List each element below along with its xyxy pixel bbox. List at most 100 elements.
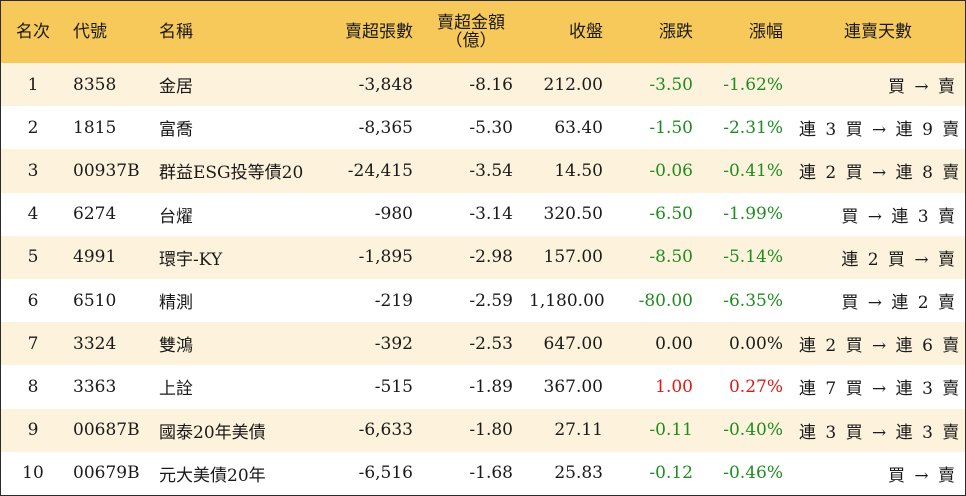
cell-name: 精測 bbox=[159, 293, 193, 314]
cell-change: 1.00 bbox=[655, 376, 693, 397]
header-net-sell-lots: 賣超張數 bbox=[345, 22, 413, 42]
cell-change: -0.06 bbox=[649, 160, 693, 181]
header-rank: 名次 bbox=[16, 22, 50, 42]
cell-net-sell-lots: -3,848 bbox=[358, 74, 413, 95]
table-row: 3 00937B 群益ESG投等債20 -24,415 -3.54 14.50 -0.06 -… bbox=[1, 149, 965, 193]
cell-streak: 連 3 買 → 連 9 賣 bbox=[799, 120, 962, 141]
cell-change: -80.00 bbox=[638, 290, 693, 311]
cell-streak: 買 → 賣 bbox=[887, 465, 957, 486]
header-net-sell-amount-line1: 賣超金額 bbox=[437, 13, 505, 33]
table-row: 6 6510 精測 -219 -2.59 1,180.00 -80.00 -6.35% 買 → … bbox=[1, 278, 965, 323]
cell-net-sell-amount: -3.14 bbox=[469, 204, 513, 225]
cell-close: 212.00 bbox=[543, 74, 603, 95]
header-row: 名次 代號 名稱 賣超張數 賣超金額 （億） 收盤 漲跌 漲幅 連賣天數 bbox=[1, 1, 965, 63]
cell-rank: 7 bbox=[27, 333, 39, 354]
cell-rank: 9 bbox=[27, 420, 39, 441]
cell-net-sell-amount: -2.59 bbox=[469, 290, 513, 311]
cell-rank: 10 bbox=[22, 463, 44, 484]
cell-code: 00687B bbox=[73, 420, 140, 441]
cell-rank: 3 bbox=[27, 160, 39, 181]
cell-net-sell-amount: -2.98 bbox=[469, 247, 513, 268]
header-change: 漲跌 bbox=[659, 22, 693, 42]
cell-close: 320.50 bbox=[543, 204, 603, 225]
table-row: 9 00687B 國泰20年美債 -6,633 -1.80 27.11 -0.11 -0.40… bbox=[1, 408, 965, 452]
cell-close: 63.40 bbox=[554, 117, 603, 138]
cell-rank: 5 bbox=[27, 247, 39, 268]
header-code: 代號 bbox=[73, 22, 107, 42]
cell-name: 環宇-KY bbox=[159, 249, 223, 270]
header-change-pct: 漲幅 bbox=[749, 22, 783, 42]
cell-name: 群益ESG投等債20 bbox=[159, 163, 304, 184]
cell-change: -6.50 bbox=[649, 204, 693, 225]
cell-net-sell-amount: -3.54 bbox=[469, 160, 513, 181]
cell-name: 上詮 bbox=[159, 379, 193, 400]
cell-code: 4991 bbox=[73, 247, 117, 268]
cell-rank: 8 bbox=[27, 376, 39, 397]
cell-streak: 連 3 買 → 連 3 賣 bbox=[799, 422, 962, 443]
table-row: 10 00679B 元大美債20年 -6,516 -1.68 25.83 -0.12 -0.4… bbox=[1, 451, 965, 495]
cell-close: 367.00 bbox=[543, 376, 603, 397]
cell-net-sell-lots: -980 bbox=[374, 204, 413, 225]
cell-code: 3363 bbox=[73, 376, 117, 397]
cell-change: -1.50 bbox=[649, 117, 693, 138]
cell-streak: 連 7 買 → 連 3 賣 bbox=[799, 379, 962, 400]
cell-change-pct: 0.27% bbox=[728, 376, 783, 397]
cell-change: 0.00 bbox=[655, 333, 693, 354]
cell-name: 元大美債20年 bbox=[159, 465, 266, 486]
cell-net-sell-amount: -8.16 bbox=[469, 74, 513, 95]
cell-streak: 連 2 買 → 連 6 賣 bbox=[799, 336, 962, 357]
cell-net-sell-amount: -1.68 bbox=[469, 463, 513, 484]
cell-rank: 6 bbox=[27, 290, 39, 311]
cell-code: 6510 bbox=[73, 290, 117, 311]
cell-close: 1,180.00 bbox=[529, 290, 605, 311]
cell-code: 3324 bbox=[73, 333, 117, 354]
cell-code: 00937B bbox=[73, 160, 140, 181]
cell-code: 00679B bbox=[73, 463, 140, 484]
cell-net-sell-lots: -6,633 bbox=[358, 420, 413, 441]
cell-net-sell-lots: -219 bbox=[374, 290, 413, 311]
cell-change-pct: -0.46% bbox=[723, 463, 783, 484]
table-row: 8 3363 上詮 -515 -1.89 367.00 1.00 0.27% 連 7 買 → 連… bbox=[1, 365, 965, 409]
cell-name: 雙鴻 bbox=[159, 336, 193, 357]
header-name: 名稱 bbox=[159, 22, 193, 42]
cell-streak: 買 → 連 2 賣 bbox=[841, 293, 957, 314]
header-net-sell-amount-line2: （億） bbox=[445, 31, 497, 51]
cell-change-pct: -1.99% bbox=[723, 204, 783, 225]
cell-name: 國泰20年美債 bbox=[159, 422, 266, 443]
cell-code: 6274 bbox=[73, 204, 117, 225]
cell-change-pct: -5.14% bbox=[723, 247, 783, 268]
cell-change-pct: -0.40% bbox=[723, 420, 783, 441]
cell-change-pct: -1.62% bbox=[723, 74, 783, 95]
table-row: 4 6274 台燿 -980 -3.14 320.50 -6.50 -1.99% 買 → 連 3… bbox=[1, 192, 965, 236]
cell-close: 27.11 bbox=[554, 420, 603, 441]
cell-net-sell-amount: -1.89 bbox=[469, 376, 513, 397]
cell-rank: 2 bbox=[27, 117, 39, 138]
cell-change-pct: -6.35% bbox=[723, 290, 783, 311]
header-streak: 連賣天數 bbox=[844, 22, 912, 42]
cell-net-sell-lots: -392 bbox=[374, 333, 413, 354]
cell-rank: 4 bbox=[27, 204, 39, 225]
cell-name: 金居 bbox=[159, 77, 193, 98]
cell-change-pct: 0.00% bbox=[728, 333, 783, 354]
cell-name: 富喬 bbox=[159, 120, 193, 141]
cell-change: -0.11 bbox=[649, 420, 693, 441]
cell-change: -0.12 bbox=[649, 463, 693, 484]
cell-streak: 買 → 連 3 賣 bbox=[841, 206, 957, 227]
cell-net-sell-lots: -1,895 bbox=[358, 247, 413, 268]
table-row: 1 8358 金居 -3,848 -8.16 212.00 -3.50 -1.62% 買 → 賣 bbox=[1, 63, 965, 107]
cell-close: 25.83 bbox=[554, 463, 603, 484]
cell-change: -3.50 bbox=[649, 74, 693, 95]
cell-streak: 連 2 買 → 連 8 賣 bbox=[799, 163, 962, 184]
cell-change: -8.50 bbox=[649, 247, 693, 268]
cell-name: 台燿 bbox=[159, 206, 193, 227]
cell-streak: 連 2 買 → 賣 bbox=[841, 249, 957, 270]
table-row: 7 3324 雙鴻 -392 -2.53 647.00 0.00 0.00% 連 2 買 → 連… bbox=[1, 322, 965, 366]
header-net-sell-amount: 賣超金額 （億） bbox=[421, 1, 521, 63]
cell-net-sell-lots: -8,365 bbox=[358, 117, 413, 138]
cell-close: 647.00 bbox=[543, 333, 603, 354]
cell-streak: 買 → 賣 bbox=[887, 77, 957, 98]
cell-close: 157.00 bbox=[543, 247, 603, 268]
table-row: 2 1815 富喬 -8,365 -5.30 63.40 -1.50 -2.31% 連 3 買 … bbox=[1, 106, 965, 150]
cell-change-pct: -0.41% bbox=[723, 160, 783, 181]
